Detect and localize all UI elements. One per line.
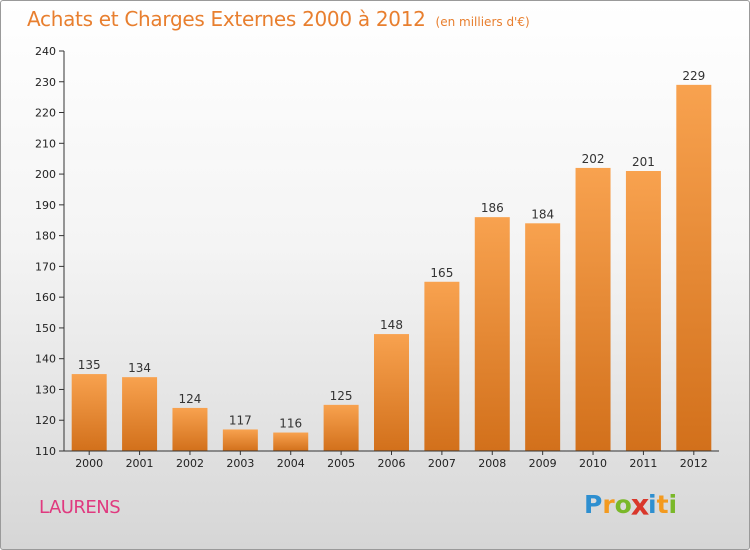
location-name: LAURENS	[39, 497, 121, 518]
x-tick-label-2002: 2002	[176, 457, 204, 470]
logo-letter: t	[656, 490, 669, 519]
data-label-2001: 134	[128, 361, 151, 375]
logo-letter: i	[668, 490, 678, 519]
logo-letter: o	[614, 490, 632, 519]
y-tick-label-230: 230	[35, 76, 56, 89]
proxiti-logo[interactable]: Proxiti	[584, 487, 678, 522]
data-label-2002: 124	[179, 392, 202, 406]
title-row: Achats et Charges Externes 2000 à 2012 (e…	[27, 7, 530, 31]
bar-2006	[374, 334, 409, 451]
x-tick-label-2011: 2011	[629, 457, 657, 470]
bar-2002	[172, 407, 208, 451]
data-label-2011: 201	[632, 155, 655, 169]
data-label-2006: 148	[380, 318, 403, 332]
bar-2003	[222, 429, 258, 451]
x-tick-label-2007: 2007	[428, 457, 456, 470]
chart-unit: (en milliers d'€)	[435, 15, 530, 29]
data-label-2005: 125	[330, 389, 353, 403]
x-tick-label-2004: 2004	[277, 457, 305, 470]
y-tick-label-200: 200	[35, 168, 56, 181]
logo-letter: i	[648, 490, 657, 519]
x-tick-label-2000: 2000	[75, 457, 103, 470]
y-tick-label-180: 180	[35, 230, 56, 243]
data-label-2000: 135	[78, 358, 101, 372]
x-tick-label-2001: 2001	[126, 457, 154, 470]
bar-2010	[575, 167, 611, 451]
data-label-2003: 117	[229, 413, 252, 427]
y-tick-label-110: 110	[35, 445, 56, 458]
x-tick-label-2009: 2009	[529, 457, 557, 470]
x-tick-label-2012: 2012	[680, 457, 708, 470]
x-tick-label-2008: 2008	[478, 457, 506, 470]
bars-layer: 135 134 124 117 116 125 148 165 186 184 202 201 229	[71, 69, 712, 451]
data-label-2007: 165	[430, 266, 453, 280]
data-label-2008: 186	[481, 201, 504, 215]
y-tick-label-170: 170	[35, 260, 56, 273]
bar-2004	[273, 432, 309, 451]
bar-2012	[676, 84, 712, 451]
bar-2008	[474, 217, 510, 451]
bar-2000	[71, 374, 107, 451]
y-tick-label-210: 210	[35, 137, 56, 150]
data-label-2004: 116	[279, 417, 302, 431]
y-tick-label-130: 130	[35, 383, 56, 396]
axis-layer: 2000 2001 2002 2003 2004 2005 2006 2007 2008 2009…	[35, 45, 719, 470]
y-tick-label-240: 240	[35, 45, 56, 58]
y-tick-label-190: 190	[35, 199, 56, 212]
x-tick-label-2006: 2006	[378, 457, 406, 470]
x-tick-label-2005: 2005	[327, 457, 355, 470]
data-label-2010: 202	[582, 152, 605, 166]
chart-title: Achats et Charges Externes 2000 à 2012	[27, 7, 426, 31]
x-tick-label-2003: 2003	[226, 457, 254, 470]
y-tick-label-140: 140	[35, 353, 56, 366]
x-tick-label-2010: 2010	[579, 457, 607, 470]
bar-2001	[122, 377, 158, 451]
y-tick-label-220: 220	[35, 107, 56, 120]
logo-letter: x	[630, 487, 650, 522]
y-tick-label-160: 160	[35, 291, 56, 304]
data-label-2009: 184	[531, 207, 554, 221]
logo-letter: r	[602, 490, 615, 519]
bar-2005	[323, 404, 359, 451]
data-label-2012: 229	[682, 69, 705, 83]
y-tick-label-120: 120	[35, 414, 56, 427]
bar-2011	[625, 171, 661, 451]
bar-2009	[525, 223, 561, 451]
y-tick-label-150: 150	[35, 322, 56, 335]
logo-letter: P	[584, 490, 603, 519]
bar-2007	[424, 281, 460, 451]
